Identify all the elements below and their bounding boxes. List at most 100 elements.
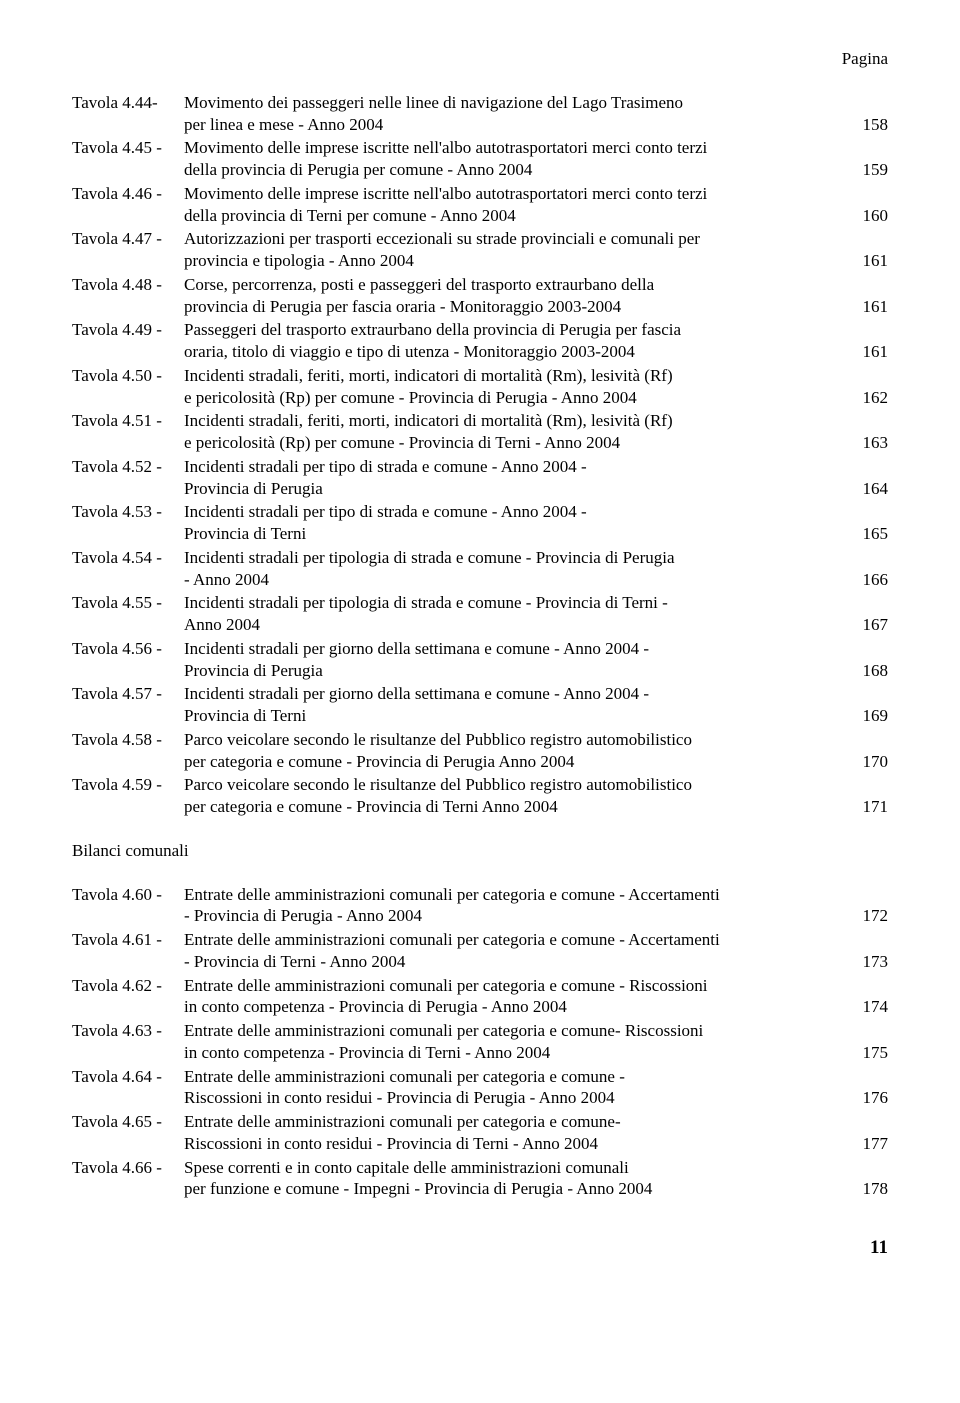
toc-entry-body: Incidenti stradali, feriti, morti, indic… [184, 410, 888, 454]
toc-entry-page [840, 1157, 888, 1179]
toc-entry-line: Entrate delle amministrazioni comunali p… [184, 884, 888, 906]
toc-entry-line: Provincia di Perugia164 [184, 478, 888, 500]
toc-entry-label: Tavola 4.65 - [72, 1111, 184, 1133]
toc-entry-text: Incidenti stradali per tipo di strada e … [184, 456, 840, 478]
toc-entry: Tavola 4.60 -Entrate delle amministrazio… [72, 884, 888, 928]
toc-entry-line: per categoria e comune - Provincia di Te… [184, 796, 888, 818]
toc-entry-text: Incidenti stradali per tipo di strada e … [184, 501, 840, 523]
toc-entry-label: Tavola 4.47 - [72, 228, 184, 250]
toc-entry-text: Provincia di Terni [184, 523, 840, 545]
toc-entry-page [840, 592, 888, 614]
toc-entry-label: Tavola 4.60 - [72, 884, 184, 906]
toc-entry-text: e pericolosità (Rp) per comune - Provinc… [184, 387, 840, 409]
toc-entry-label: Tavola 4.53 - [72, 501, 184, 523]
toc-entry-text: Passeggeri del trasporto extraurbano del… [184, 319, 840, 341]
toc-entry-label: Tavola 4.49 - [72, 319, 184, 341]
toc-entry-page: 159 [840, 159, 888, 181]
toc-section-2: Tavola 4.60 -Entrate delle amministrazio… [72, 884, 888, 1201]
toc-entry-text: Incidenti stradali, feriti, morti, indic… [184, 365, 840, 387]
toc-entry-line: Autorizzazioni per trasporti eccezionali… [184, 228, 888, 250]
toc-entry-label: Tavola 4.51 - [72, 410, 184, 432]
toc-entry-body: Entrate delle amministrazioni comunali p… [184, 975, 888, 1019]
toc-entry-page: 170 [840, 751, 888, 773]
toc-entry-body: Entrate delle amministrazioni comunali p… [184, 1111, 888, 1155]
toc-entry-line: Anno 2004167 [184, 614, 888, 636]
toc-entry-line: della provincia di Terni per comune - An… [184, 205, 888, 227]
toc-entry-text: Entrate delle amministrazioni comunali p… [184, 1066, 840, 1088]
toc-entry-text: Anno 2004 [184, 614, 840, 636]
toc-entry-line: Entrate delle amministrazioni comunali p… [184, 1066, 888, 1088]
toc-entry-line: Entrate delle amministrazioni comunali p… [184, 975, 888, 997]
toc-entry-page: 160 [840, 205, 888, 227]
toc-entry-page [840, 410, 888, 432]
toc-entry-body: Parco veicolare secondo le risultanze de… [184, 729, 888, 773]
toc-entry-label: Tavola 4.48 - [72, 274, 184, 296]
toc-entry-text: Entrate delle amministrazioni comunali p… [184, 975, 840, 997]
toc-entry-body: Incidenti stradali per tipologia di stra… [184, 547, 888, 591]
toc-entry-line: Incidenti stradali per giorno della sett… [184, 638, 888, 660]
toc-entry-text: Entrate delle amministrazioni comunali p… [184, 929, 840, 951]
toc-entry-page: 168 [840, 660, 888, 682]
toc-entry-page [840, 183, 888, 205]
toc-entry-line: - Provincia di Perugia - Anno 2004172 [184, 905, 888, 927]
toc-entry-body: Incidenti stradali per giorno della sett… [184, 683, 888, 727]
toc-section-1: Tavola 4.44-Movimento dei passeggeri nel… [72, 92, 888, 818]
toc-entry-page [840, 638, 888, 660]
toc-entry-page: 167 [840, 614, 888, 636]
toc-entry-line: Incidenti stradali, feriti, morti, indic… [184, 410, 888, 432]
toc-entry-body: Entrate delle amministrazioni comunali p… [184, 1066, 888, 1110]
header-label: Pagina [72, 48, 888, 70]
toc-entry-text: - Provincia di Terni - Anno 2004 [184, 951, 840, 973]
toc-entry-text: - Anno 2004 [184, 569, 840, 591]
toc-entry-text: per linea e mese - Anno 2004 [184, 114, 840, 136]
toc-entry-text: Movimento delle imprese iscritte nell'al… [184, 183, 840, 205]
toc-entry-page: 165 [840, 523, 888, 545]
toc-entry-page [840, 92, 888, 114]
toc-entry-line: Passeggeri del trasporto extraurbano del… [184, 319, 888, 341]
toc-entry-page [840, 456, 888, 478]
toc-entry-label: Tavola 4.57 - [72, 683, 184, 705]
toc-entry-line: - Provincia di Terni - Anno 2004173 [184, 951, 888, 973]
toc-entry-line: per funzione e comune - Impegni - Provin… [184, 1178, 888, 1200]
toc-entry-text: Incidenti stradali per giorno della sett… [184, 683, 840, 705]
toc-entry: Tavola 4.50 -Incidenti stradali, feriti,… [72, 365, 888, 409]
toc-entry-line: Movimento delle imprese iscritte nell'al… [184, 183, 888, 205]
toc-entry-line: Parco veicolare secondo le risultanze de… [184, 729, 888, 751]
toc-entry-page [840, 319, 888, 341]
toc-entry-line: Movimento dei passeggeri nelle linee di … [184, 92, 888, 114]
toc-entry-line: Entrate delle amministrazioni comunali p… [184, 1111, 888, 1133]
toc-entry-line: Entrate delle amministrazioni comunali p… [184, 929, 888, 951]
toc-entry-line: Incidenti stradali per giorno della sett… [184, 683, 888, 705]
toc-entry-text: e pericolosità (Rp) per comune - Provinc… [184, 432, 840, 454]
toc-entry-body: Movimento delle imprese iscritte nell'al… [184, 183, 888, 227]
toc-entry: Tavola 4.65 -Entrate delle amministrazio… [72, 1111, 888, 1155]
toc-entry-text: - Provincia di Perugia - Anno 2004 [184, 905, 840, 927]
toc-entry-text: provincia e tipologia - Anno 2004 [184, 250, 840, 272]
toc-entry-line: Incidenti stradali per tipo di strada e … [184, 456, 888, 478]
toc-entry-page [840, 501, 888, 523]
toc-entry-line: - Anno 2004166 [184, 569, 888, 591]
toc-entry: Tavola 4.58 -Parco veicolare secondo le … [72, 729, 888, 773]
toc-entry-page [840, 365, 888, 387]
toc-entry-body: Movimento dei passeggeri nelle linee di … [184, 92, 888, 136]
toc-entry-page [840, 228, 888, 250]
toc-entry-label: Tavola 4.63 - [72, 1020, 184, 1042]
toc-entry-line: provincia e tipologia - Anno 2004161 [184, 250, 888, 272]
toc-entry-body: Incidenti stradali, feriti, morti, indic… [184, 365, 888, 409]
toc-entry-text: provincia di Perugia per fascia oraria -… [184, 296, 840, 318]
toc-entry-text: per categoria e comune - Provincia di Pe… [184, 751, 840, 773]
toc-entry-line: per categoria e comune - Provincia di Pe… [184, 751, 888, 773]
toc-entry-label: Tavola 4.64 - [72, 1066, 184, 1088]
toc-entry-text: Riscossioni in conto residui - Provincia… [184, 1133, 840, 1155]
toc-entry: Tavola 4.51 -Incidenti stradali, feriti,… [72, 410, 888, 454]
toc-entry-text: Corse, percorrenza, posti e passeggeri d… [184, 274, 840, 296]
toc-entry-page [840, 975, 888, 997]
toc-entry-line: Provincia di Perugia168 [184, 660, 888, 682]
toc-entry-body: Autorizzazioni per trasporti eccezionali… [184, 228, 888, 272]
toc-entry-page: 169 [840, 705, 888, 727]
toc-entry-body: Entrate delle amministrazioni comunali p… [184, 1020, 888, 1064]
toc-entry-page: 161 [840, 250, 888, 272]
toc-entry-text: Incidenti stradali per tipologia di stra… [184, 592, 840, 614]
toc-entry-text: Incidenti stradali per giorno della sett… [184, 638, 840, 660]
toc-entry-page [840, 274, 888, 296]
